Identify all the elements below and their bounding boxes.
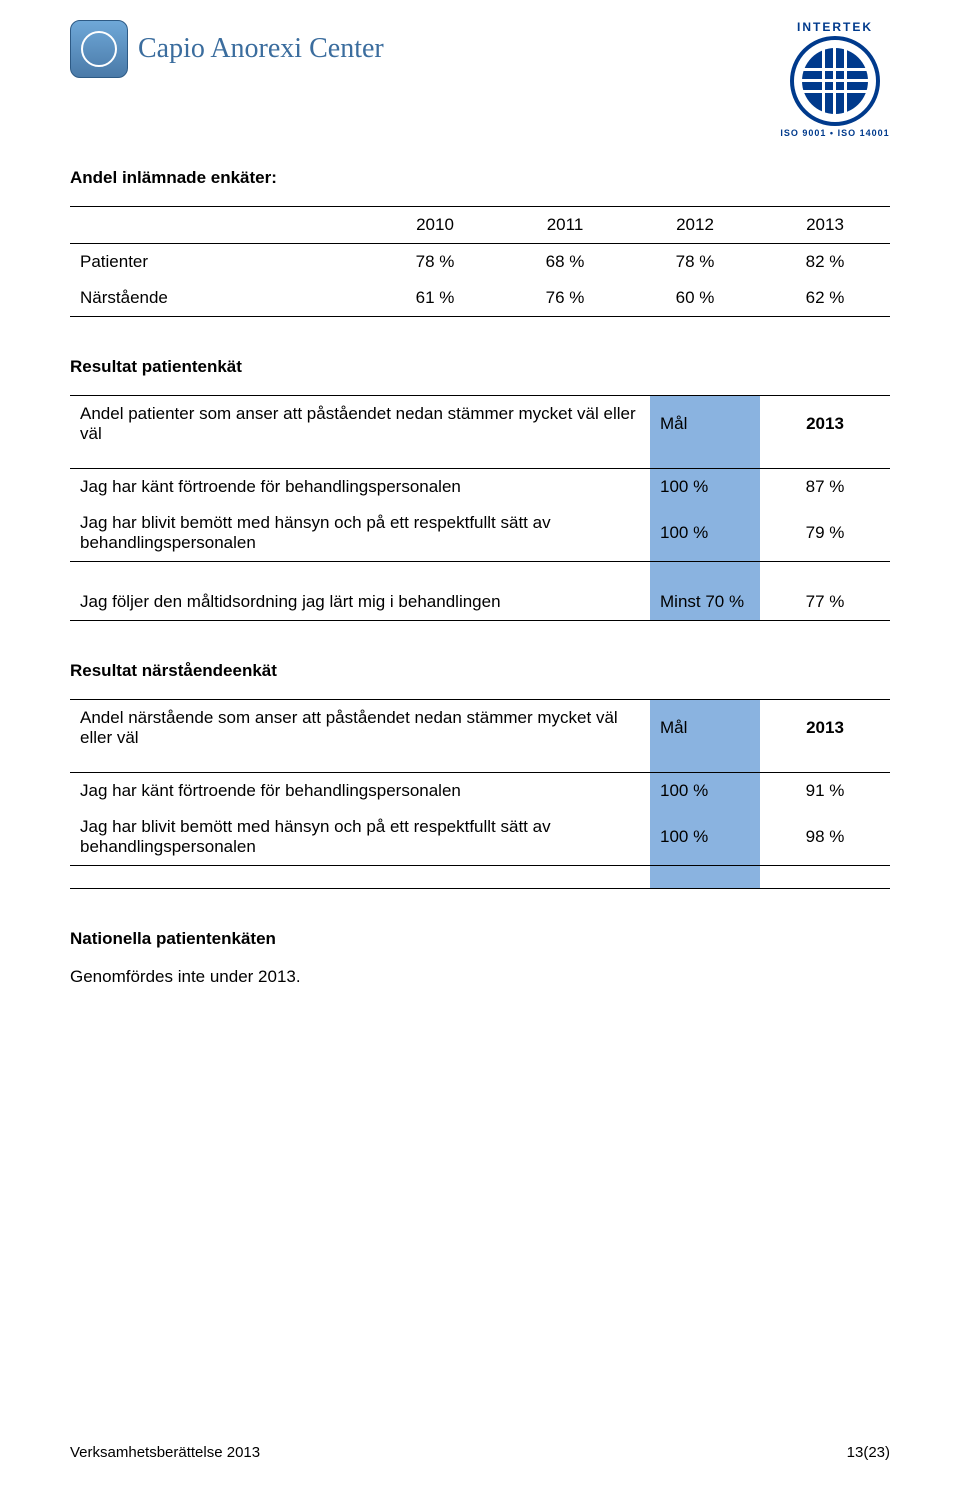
intertek-bottom-label: ISO 9001 • ISO 14001 bbox=[780, 128, 890, 138]
table-row: Närstående 61 % 76 % 60 % 62 % bbox=[70, 280, 890, 317]
cell-value: 68 % bbox=[500, 244, 630, 281]
footer-right: 13(23) bbox=[847, 1444, 890, 1461]
cell-value: 76 % bbox=[500, 280, 630, 317]
spacer-row bbox=[70, 756, 890, 773]
year-header: 2011 bbox=[500, 207, 630, 244]
goal-value: 100 % bbox=[650, 469, 760, 506]
cell-value: 78 % bbox=[630, 244, 760, 281]
row-label: Jag har känt förtroende för behandlingsp… bbox=[70, 469, 650, 506]
year-header: 2012 bbox=[630, 207, 760, 244]
table-row: Jag följer den måltidsordning jag lärt m… bbox=[70, 584, 890, 621]
intro-text: Andel närstående som anser att påstående… bbox=[70, 700, 650, 757]
cell-value: 79 % bbox=[760, 505, 890, 562]
footer-left: Verksamhetsberättelse 2013 bbox=[70, 1444, 260, 1461]
surveys-submitted-table: 2010 2011 2012 2013 Patienter 78 % 68 % … bbox=[70, 206, 890, 317]
brand-logo: Capio Anorexi Center bbox=[70, 20, 384, 78]
section2-title: Resultat patientenkät bbox=[70, 357, 890, 377]
table-header-row: Andel närstående som anser att påstående… bbox=[70, 700, 890, 757]
row-label: Jag har känt förtroende för behandlingsp… bbox=[70, 773, 650, 810]
cell-value: 98 % bbox=[760, 809, 890, 866]
cell-value: 87 % bbox=[760, 469, 890, 506]
intertek-badge: INTERTEK ISO 9001 • ISO 14001 bbox=[780, 20, 890, 138]
cell-value: 61 % bbox=[370, 280, 500, 317]
spacer-row bbox=[70, 866, 890, 889]
cell-value: 82 % bbox=[760, 244, 890, 281]
goal-header: Mål bbox=[650, 700, 760, 757]
table-row: Jag har blivit bemött med hänsyn och på … bbox=[70, 505, 890, 562]
cell-value: 60 % bbox=[630, 280, 760, 317]
goal-value: 100 % bbox=[650, 505, 760, 562]
goal-value: 100 % bbox=[650, 773, 760, 810]
globe-icon bbox=[790, 36, 880, 126]
row-label: Jag har blivit bemött med hänsyn och på … bbox=[70, 809, 650, 866]
row-label: Patienter bbox=[70, 244, 370, 281]
cell-value: 78 % bbox=[370, 244, 500, 281]
goal-header: Mål bbox=[650, 396, 760, 453]
table-header-row: Andel patienter som anser att påståendet… bbox=[70, 396, 890, 453]
table-row: Jag har känt förtroende för behandlingsp… bbox=[70, 469, 890, 506]
section3-title: Resultat närståendeenkät bbox=[70, 661, 890, 681]
table-row: Patienter 78 % 68 % 78 % 82 % bbox=[70, 244, 890, 281]
spacer-row bbox=[70, 562, 890, 585]
cell-value: 77 % bbox=[760, 584, 890, 621]
cell-value: 62 % bbox=[760, 280, 890, 317]
table-header-row: 2010 2011 2012 2013 bbox=[70, 207, 890, 244]
intertek-top-label: INTERTEK bbox=[780, 20, 890, 34]
row-label: Jag följer den måltidsordning jag lärt m… bbox=[70, 584, 650, 621]
relative-survey-table: Andel närstående som anser att påstående… bbox=[70, 699, 890, 889]
year-header: 2013 bbox=[760, 700, 890, 757]
table-row: Jag har känt förtroende för behandlingsp… bbox=[70, 773, 890, 810]
row-label: Jag har blivit bemött med hänsyn och på … bbox=[70, 505, 650, 562]
section4-body: Genomfördes inte under 2013. bbox=[70, 967, 890, 987]
section4-title: Nationella patientenkäten bbox=[70, 929, 890, 949]
goal-value: 100 % bbox=[650, 809, 760, 866]
page-header: Capio Anorexi Center INTERTEK ISO 9001 •… bbox=[70, 20, 890, 138]
hand-icon bbox=[81, 31, 117, 67]
brand-mark-icon bbox=[70, 20, 128, 78]
cell-value: 91 % bbox=[760, 773, 890, 810]
spacer-row bbox=[70, 452, 890, 469]
year-header: 2013 bbox=[760, 207, 890, 244]
goal-value: Minst 70 % bbox=[650, 584, 760, 621]
section1-title: Andel inlämnade enkäter: bbox=[70, 168, 890, 188]
brand-name: Capio Anorexi Center bbox=[138, 33, 384, 65]
year-header: 2010 bbox=[370, 207, 500, 244]
blank-header bbox=[70, 207, 370, 244]
year-header: 2013 bbox=[760, 396, 890, 453]
patient-survey-table: Andel patienter som anser att påståendet… bbox=[70, 395, 890, 621]
row-label: Närstående bbox=[70, 280, 370, 317]
table-row: Jag har blivit bemött med hänsyn och på … bbox=[70, 809, 890, 866]
intro-text: Andel patienter som anser att påståendet… bbox=[70, 396, 650, 453]
page: Capio Anorexi Center INTERTEK ISO 9001 •… bbox=[0, 0, 960, 1491]
page-footer: Verksamhetsberättelse 2013 13(23) bbox=[70, 1444, 890, 1461]
